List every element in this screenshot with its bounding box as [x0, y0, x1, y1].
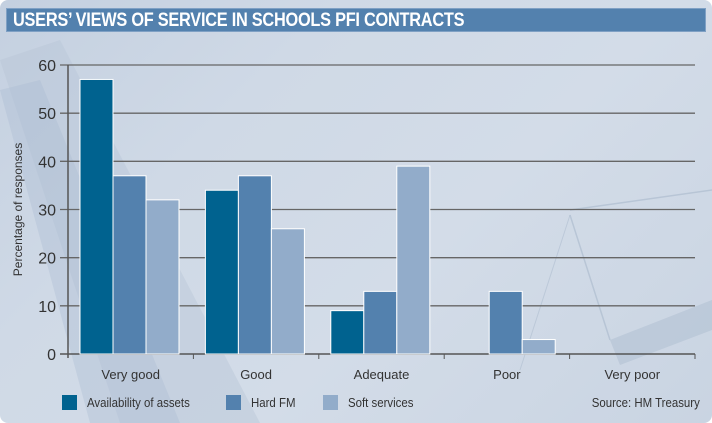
title-bar: USERS’ VIEWS OF SERVICE IN SCHOOLS PFI C… [6, 8, 706, 32]
y-tick-label: 40 [38, 154, 56, 171]
y-tick-label: 0 [47, 347, 56, 364]
x-tick-label: Very good [101, 367, 160, 382]
legend-swatch [62, 395, 77, 410]
bar-hard-fm-very-good [112, 175, 147, 355]
source-note: Source: HM Treasury [591, 395, 700, 410]
legend-swatch [225, 395, 241, 410]
y-tick-label: 10 [38, 299, 56, 316]
bar-soft-services-very-good [145, 199, 180, 355]
x-tick-label: Poor [493, 367, 521, 382]
y-tick-label: 30 [38, 203, 56, 220]
bar-hard-fm-adequate [363, 290, 398, 355]
legend-label: Hard FM [250, 395, 296, 410]
legend-item: Hard FM [225, 395, 302, 410]
legend: Availability of assets Hard FM Soft servic… [62, 395, 445, 410]
bar-soft-services-poor [521, 339, 556, 355]
bar-availability-of-assets-very-good [79, 78, 114, 355]
y-axis-label: Percentage of responses [11, 143, 25, 276]
legend-item: Soft services [323, 395, 422, 410]
legend-swatch [323, 395, 339, 410]
legend-label: Soft services [348, 395, 414, 410]
bar-soft-services-adequate [396, 165, 431, 355]
y-tick-label: 20 [38, 251, 56, 268]
bar-availability-of-assets-adequate [330, 310, 365, 355]
chart-title: USERS’ VIEWS OF SERVICE IN SCHOOLS PFI C… [13, 10, 465, 31]
bar-hard-fm-poor [488, 290, 523, 355]
bar-soft-services-good [270, 228, 305, 355]
bar-hard-fm-good [237, 175, 272, 355]
y-tick-label: 50 [38, 106, 56, 123]
x-tick-label: Adequate [354, 367, 410, 382]
x-tick-label: Good [240, 367, 272, 382]
x-tick-label: Very poor [604, 367, 660, 382]
legend-label: Availability of assets [87, 395, 190, 410]
bar-availability-of-assets-good [204, 189, 239, 355]
y-tick-label: 60 [38, 58, 56, 75]
legend-item: Availability of assets [62, 395, 204, 410]
